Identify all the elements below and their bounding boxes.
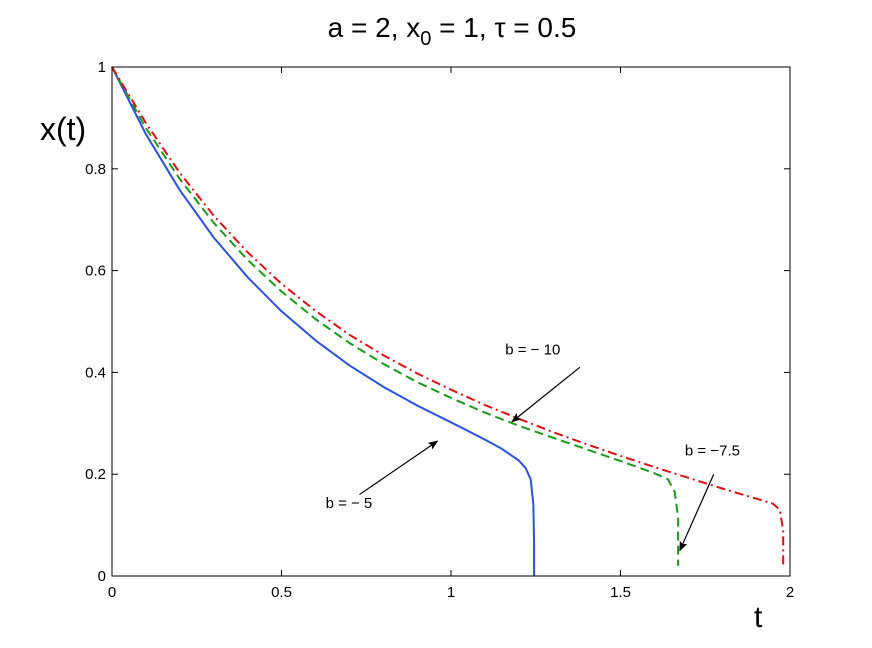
- annotation-arrow: [359, 440, 439, 496]
- axes: 0 0.5 1 1.5 2 0 0.2 0.4 0.6 0.8 1: [85, 59, 794, 601]
- annotations: b = − 10 b = −7.5 b = − 5: [326, 342, 740, 552]
- x-tick-label: 0.5: [271, 584, 292, 601]
- y-tick-label: 0: [98, 568, 106, 585]
- x-tick-label: 1: [447, 584, 455, 601]
- annotation-label: b = −7.5: [685, 442, 740, 459]
- x-tick-label: 2: [786, 584, 794, 601]
- y-axis-label: x(t): [40, 111, 86, 147]
- title-part: = 0.5: [506, 12, 577, 43]
- chart-title: a = 2, x0 = 1, τ = 0.5: [328, 12, 577, 50]
- series-line-1: [111, 66, 536, 576]
- series-line-2: [111, 66, 680, 566]
- y-tick-label: 0.8: [85, 161, 106, 178]
- series-layer: [111, 66, 785, 576]
- annotation-label: b = − 10: [505, 342, 560, 359]
- title-part: a = 2, x: [328, 12, 421, 43]
- y-tick-label: 0.6: [85, 263, 106, 280]
- y-tick-label: 1: [98, 59, 106, 76]
- x-tick-label: 1.5: [610, 584, 631, 601]
- y-tick-label: 0.4: [85, 364, 106, 381]
- x-tick-label: 0: [108, 584, 116, 601]
- series-line-3: [111, 66, 785, 566]
- annotation-arrow: [511, 366, 581, 423]
- y-tick-label: 0.2: [85, 466, 106, 483]
- x-axis-label: t: [754, 601, 763, 634]
- title-part: 0: [420, 28, 431, 50]
- annotation-arrow: [679, 473, 715, 552]
- title-part: τ: [494, 12, 505, 43]
- plot-frame: [111, 66, 791, 577]
- title-part: = 1,: [431, 12, 494, 43]
- annotation-label: b = − 5: [326, 495, 373, 512]
